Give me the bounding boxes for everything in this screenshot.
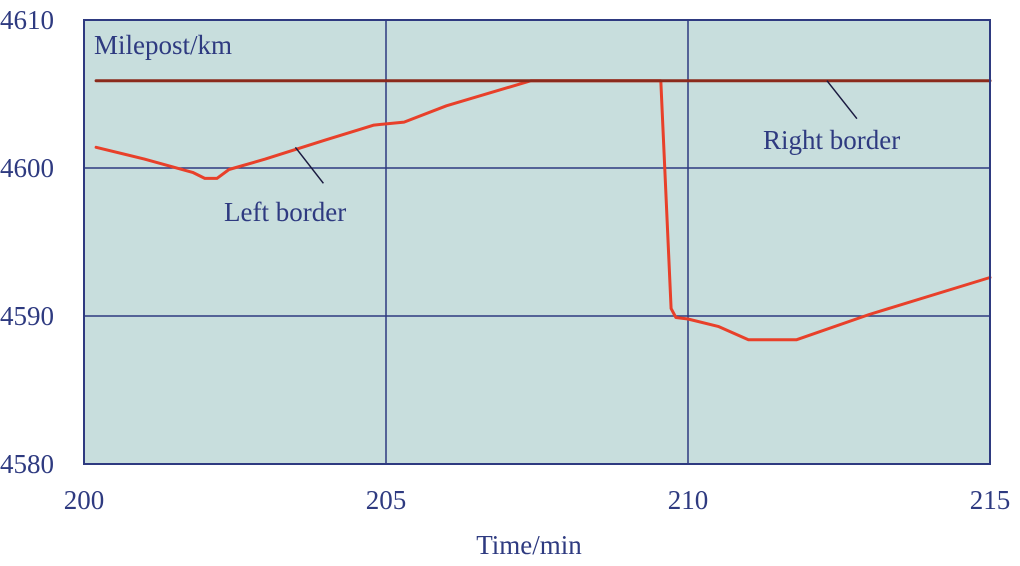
y-tick-label: 4610 bbox=[0, 5, 54, 35]
x-tick-label: 200 bbox=[64, 485, 105, 515]
annotation-leader-line bbox=[826, 80, 858, 120]
y-tick-label: 4600 bbox=[0, 153, 54, 183]
y-tick-label: 4580 bbox=[0, 449, 54, 479]
x-axis-title: Time/min bbox=[476, 530, 582, 560]
y-axis-title: Milepost/km bbox=[94, 30, 232, 60]
left-border-line bbox=[94, 79, 992, 342]
annotation-label: Left border bbox=[224, 197, 346, 227]
x-tick-label: 205 bbox=[366, 485, 407, 515]
x-tick-label: 210 bbox=[668, 485, 709, 515]
y-tick-label: 4590 bbox=[0, 301, 54, 331]
x-tick-label: 215 bbox=[970, 485, 1011, 515]
annotation-leader-line bbox=[294, 146, 324, 184]
annotations: Left border Right border bbox=[224, 80, 900, 227]
tick-labels: 200 205 210 215 4580 4590 4600 4610 bbox=[0, 5, 1010, 515]
plot-area bbox=[84, 20, 990, 464]
annotation-label: Right border bbox=[763, 125, 900, 155]
plot-frame bbox=[83, 19, 991, 465]
series-group bbox=[94, 79, 992, 342]
